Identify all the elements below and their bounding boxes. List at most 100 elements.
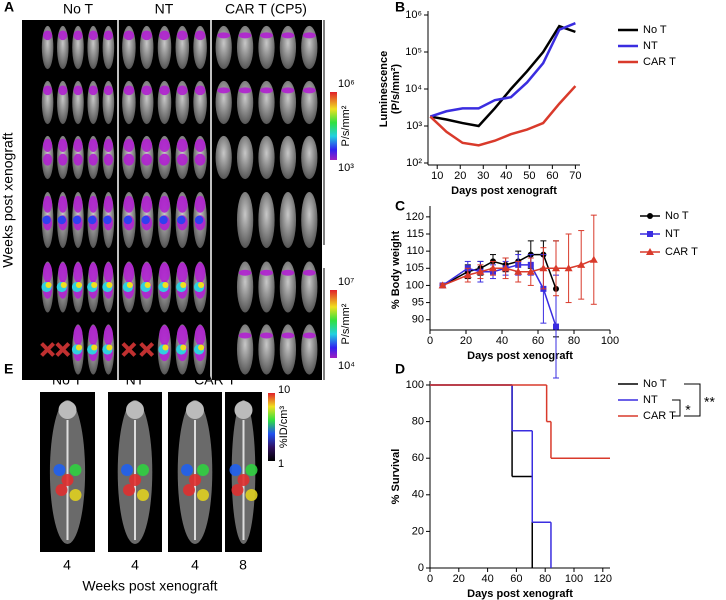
signal — [260, 87, 273, 94]
skull — [58, 401, 77, 419]
signal — [281, 332, 295, 339]
y-tick-label: 110 — [406, 245, 424, 257]
marker — [526, 267, 535, 275]
x-tick-label: 30 — [477, 170, 489, 182]
signal — [141, 85, 153, 96]
mouse — [258, 261, 275, 313]
cross — [139, 342, 155, 357]
cross — [55, 342, 71, 357]
signal — [88, 215, 97, 225]
legend-label: NT — [665, 228, 680, 240]
signal — [123, 262, 135, 283]
bracket — [684, 383, 701, 417]
uptake — [197, 464, 209, 476]
colorbar-label: 10⁷ — [338, 276, 354, 288]
y-tick-label: 0 — [418, 562, 424, 574]
signal — [302, 32, 316, 39]
mouse — [258, 25, 275, 70]
signal — [302, 332, 316, 339]
colorbar — [330, 290, 337, 358]
signal — [123, 153, 135, 166]
legend-label: NT — [643, 40, 658, 52]
colorbar-label: 10³ — [338, 162, 354, 174]
x-tick-label: 80 — [568, 335, 580, 347]
signal — [159, 195, 170, 213]
legend-label: No T — [643, 24, 667, 36]
marker — [539, 264, 548, 272]
y-tick-label: 10³ — [406, 120, 422, 132]
signal — [176, 325, 188, 346]
legend-label: No T — [643, 378, 667, 390]
signal — [176, 153, 188, 166]
signal — [88, 262, 98, 283]
column-label: No T — [52, 372, 83, 388]
panel-label: D — [395, 361, 405, 377]
uptake — [121, 464, 133, 476]
signal — [159, 325, 170, 346]
week-label: 4 — [63, 557, 71, 573]
colorbar-label: 10 — [278, 384, 290, 396]
signal — [58, 262, 68, 283]
signal — [141, 215, 150, 225]
signal — [141, 30, 153, 41]
signal — [194, 325, 206, 346]
mouse — [279, 25, 297, 70]
uptake — [181, 464, 193, 476]
signal — [159, 85, 170, 96]
marker — [514, 267, 523, 275]
signal — [177, 215, 186, 225]
signal — [162, 281, 169, 289]
uptake — [69, 489, 82, 501]
marker — [647, 231, 653, 237]
y-axis-title: (P/s/mm²) — [390, 64, 402, 114]
signal — [58, 153, 68, 166]
y-tick-label: 10⁶ — [405, 9, 422, 21]
marker — [646, 248, 654, 255]
signal — [123, 30, 135, 41]
mouse — [258, 135, 275, 180]
colorbar — [330, 92, 337, 160]
x-tick-label: 40 — [496, 335, 508, 347]
signal — [198, 344, 205, 351]
signal — [43, 138, 53, 152]
signal — [73, 30, 83, 41]
signal — [260, 32, 273, 39]
panel-label: A — [4, 0, 14, 15]
mouse — [301, 80, 318, 125]
skull — [234, 401, 253, 419]
signal — [194, 262, 206, 283]
mouse — [301, 191, 318, 249]
label-strip — [22, 20, 38, 380]
mouse — [258, 191, 275, 249]
x-tick-label: 40 — [500, 170, 512, 182]
marker — [501, 264, 510, 272]
x-tick-label: 10 — [431, 170, 443, 182]
x-tick-label: 60 — [510, 573, 522, 585]
column-label: CAR T (CP5) — [225, 1, 307, 17]
x-tick-label: 80 — [539, 573, 551, 585]
signal — [281, 87, 295, 94]
signal — [45, 281, 52, 289]
colorbar-label: 1 — [278, 458, 284, 470]
signal — [260, 269, 273, 276]
week-label: 8 — [239, 557, 247, 573]
x-tick-label: 70 — [569, 170, 581, 182]
signal — [176, 30, 188, 41]
signal — [141, 262, 153, 283]
mouse — [279, 261, 297, 313]
y-axis-title: Luminescence — [378, 51, 390, 127]
y-tick-label: 115 — [406, 228, 424, 240]
mouse — [236, 261, 254, 313]
series-line — [442, 253, 557, 290]
x-tick-label: 40 — [481, 573, 493, 585]
signal — [281, 269, 295, 276]
mouse — [301, 261, 318, 313]
y-axis-title: % Body weight — [390, 231, 402, 310]
signal — [43, 85, 53, 96]
marker — [577, 260, 586, 268]
x-tick-label: 100 — [565, 573, 583, 585]
signal — [198, 281, 205, 289]
skull — [126, 401, 144, 419]
signal — [43, 153, 53, 166]
